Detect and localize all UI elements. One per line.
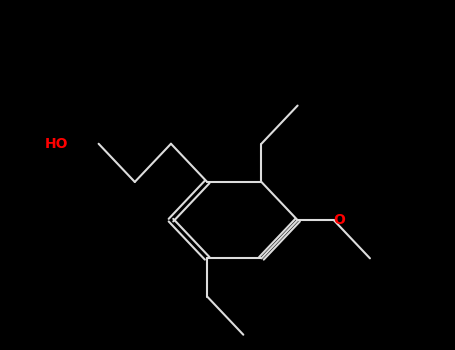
Text: O: O bbox=[334, 213, 346, 227]
Text: HO: HO bbox=[45, 137, 68, 151]
